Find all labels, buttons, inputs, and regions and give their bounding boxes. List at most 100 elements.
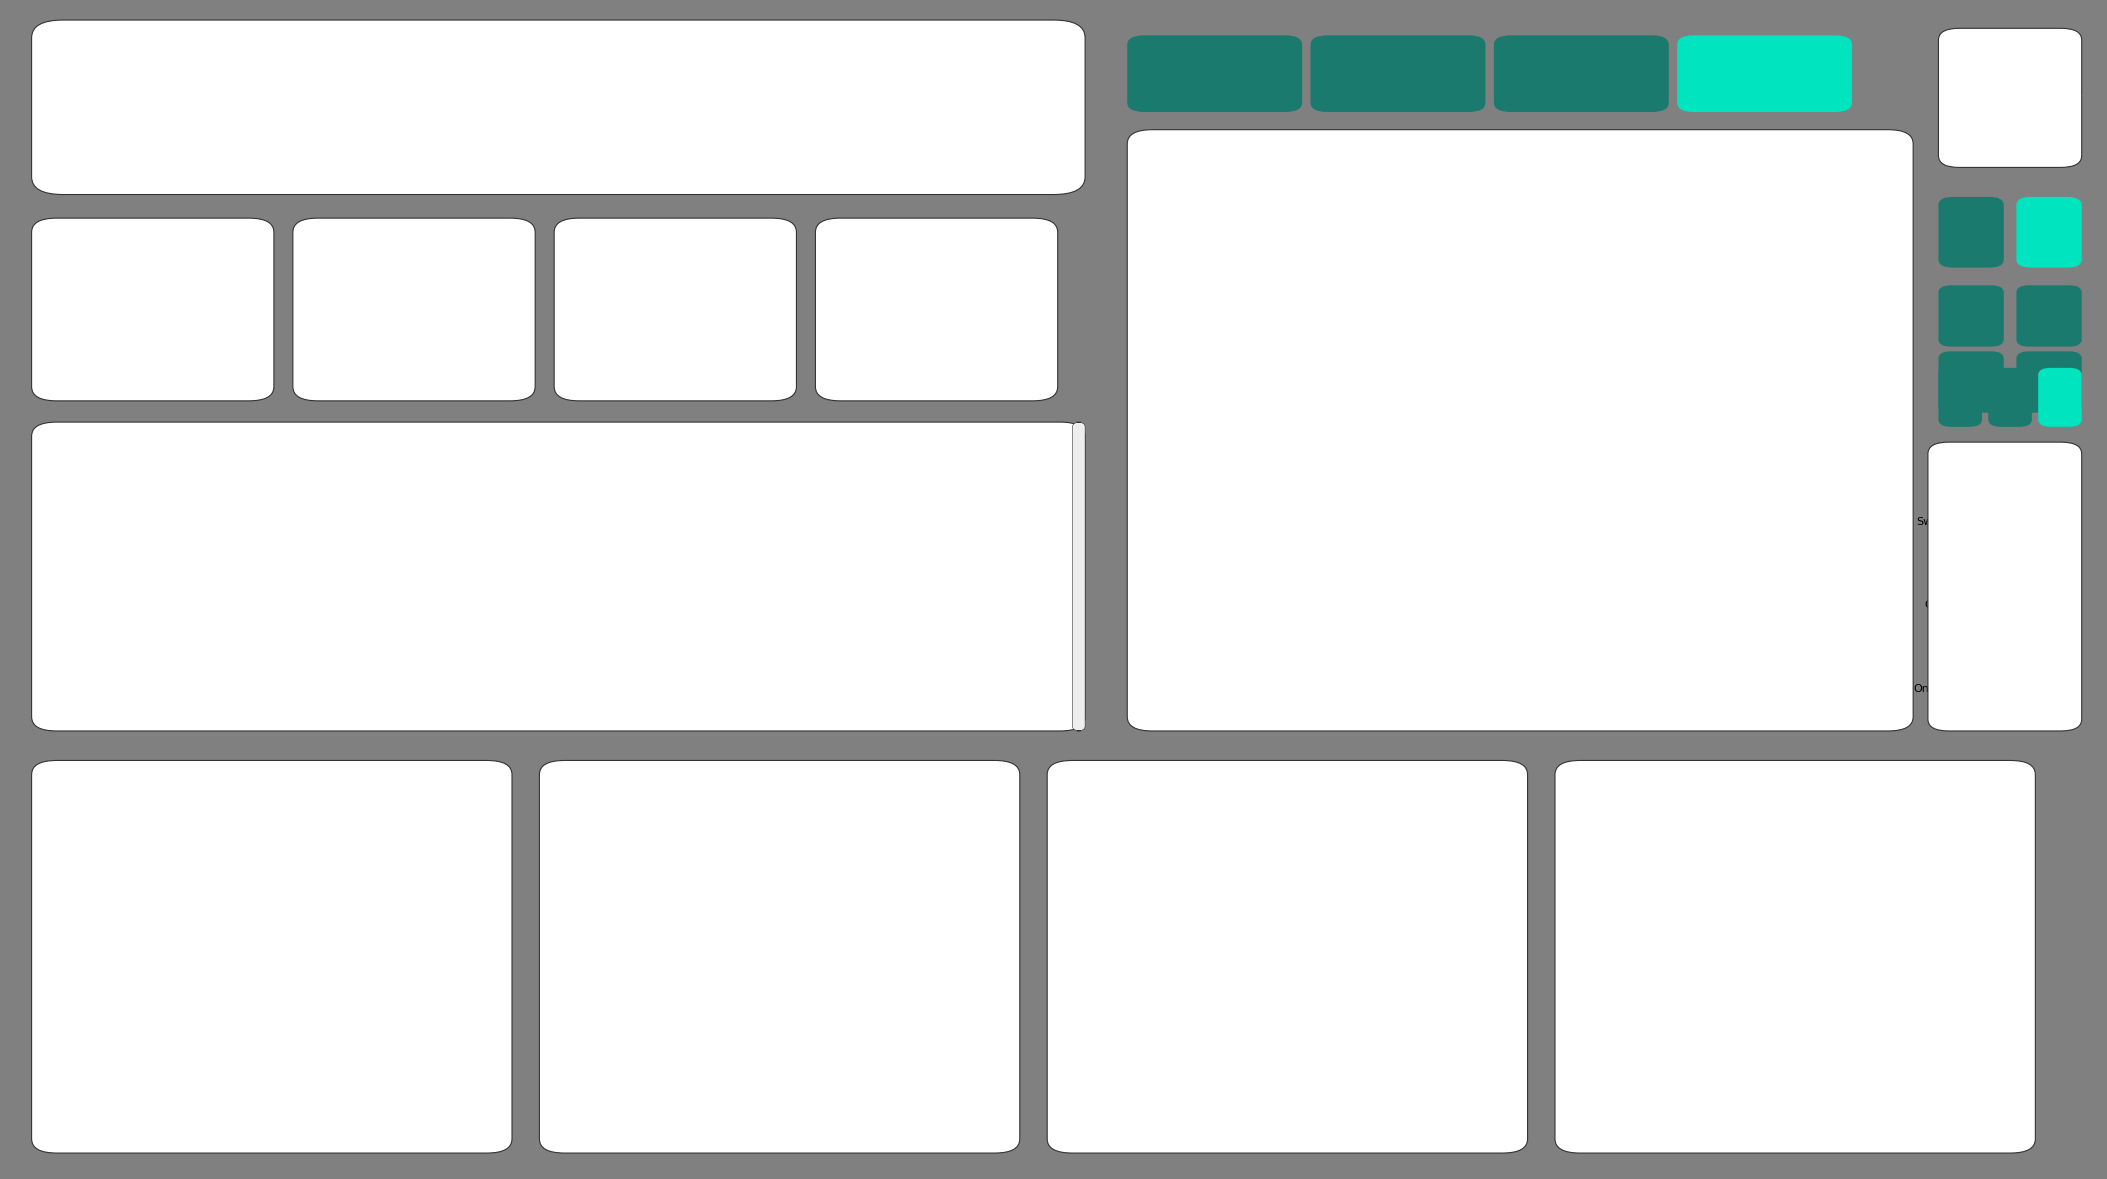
Text: 6614173: 6614173 [843, 644, 889, 654]
Text: F: F [1966, 223, 1976, 242]
Text: Q4: Q4 [1203, 66, 1226, 81]
Bar [175, 996, 322, 1025]
Text: 953314: 953314 [592, 499, 632, 509]
Text: 45533021: 45533021 [575, 702, 632, 711]
Bar [1566, 286, 1658, 690]
Text: 23M: 23M [919, 854, 944, 864]
Text: Grocery: Grocery [137, 1006, 179, 1015]
Text: card_category: card_category [46, 442, 131, 453]
Text: week_start_date: week_start_date [1949, 45, 2042, 55]
Text: Enterta...: Enterta... [129, 903, 179, 913]
Text: Blue: Blue [1960, 377, 1983, 387]
Text: Gold: Gold [46, 547, 70, 558]
Text: 4M: 4M [1970, 683, 1987, 693]
Text: ∨: ∨ [2061, 98, 2071, 111]
Text: 11M: 11M [799, 904, 826, 915]
Text: 14.2M: 14.2M [1593, 270, 1629, 281]
Text: 384755: 384755 [849, 547, 889, 558]
Text: Amount: Amount [645, 256, 706, 271]
Bar [1960, 584, 1995, 625]
Text: 5M: 5M [1262, 1106, 1281, 1117]
Bar [1397, 297, 1490, 690]
Text: 164.2K: 164.2K [1378, 567, 1416, 577]
Text: 45.5M: 45.5M [617, 324, 733, 357]
Text: 2091362: 2091362 [586, 547, 632, 558]
Text: Travel: Travel [147, 1108, 179, 1118]
Text: 1M: 1M [1711, 1099, 1730, 1108]
Bar [683, 1098, 704, 1125]
Text: 7982480: 7982480 [839, 702, 889, 711]
Text: Selfem...: Selfem... [1146, 955, 1195, 964]
Bar [1190, 896, 1319, 923]
Text: Q1: Q1 [1753, 66, 1776, 81]
Text: Unknown: Unknown [636, 955, 687, 964]
Text: Low: Low [1949, 393, 1972, 402]
Text: Silver: Silver [1671, 942, 1702, 951]
Bar [683, 996, 763, 1025]
Text: 4647596: 4647596 [586, 595, 632, 606]
Text: 9M: 9M [1313, 955, 1332, 964]
Bar [1960, 500, 2035, 541]
Text: 173.2K: 173.2K [1808, 277, 1844, 286]
Text: 8.0M: 8.0M [369, 324, 459, 357]
Text: Uneducа...: Uneducа... [628, 1006, 687, 1015]
Text: Revenue by Expenditure type: Revenue by Expenditure type [156, 784, 388, 798]
Text: Sum of total_trans_ct: Sum of total_trans_ct [1443, 179, 1563, 191]
Text: Food: Food [154, 1058, 179, 1067]
Text: Count: Count [914, 256, 959, 271]
Text: 10M: 10M [346, 955, 373, 964]
Text: 6M: 6M [1734, 941, 1753, 950]
Text: 13.8M: 13.8M [1426, 282, 1462, 291]
Text: Platinum: Platinum [2025, 377, 2073, 387]
Text: Sum of Revenue: Sum of Revenue [259, 442, 354, 452]
Bar [1960, 667, 1968, 709]
Text: High: High [2048, 393, 2073, 402]
Text: 9M: 9M [329, 1006, 348, 1015]
Text: ∨: ∨ [2061, 45, 2071, 58]
Text: White-c...: White-c... [1142, 903, 1195, 913]
Text: Platinum: Platinum [46, 499, 93, 509]
Text: Fuel: Fuel [158, 955, 179, 964]
Text: QTR Revenue and Total transaction count: QTR Revenue and Total transaction count [1153, 143, 1479, 157]
Text: Credit Card Transaction Report: Credit Card Transaction Report [219, 88, 898, 126]
Text: 161629: 161629 [849, 499, 889, 509]
Text: M: M [2040, 223, 2059, 242]
Text: Silver: Silver [46, 595, 76, 606]
Text: 163.3K: 163.3K [1212, 595, 1247, 606]
Text: 2M: 2M [710, 1106, 729, 1117]
Text: 14M: 14M [411, 854, 438, 864]
Text: 1135608: 1135608 [308, 499, 354, 509]
Y-axis label: Sum of total_trans_ct: Sum of total_trans_ct [1901, 389, 1911, 507]
Text: Total Interest: Total Interest [365, 256, 464, 271]
Bar [1190, 946, 1306, 974]
Bar [1230, 291, 1323, 690]
Bar [1190, 996, 1294, 1025]
Text: 3M: 3M [721, 1055, 740, 1066]
Text: Q2: Q2 [1570, 66, 1593, 81]
Text: Sum of Revenue: Sum of Revenue [1199, 180, 1292, 190]
Bar [175, 845, 405, 872]
Text: Revenue by Card type: Revenue by Card type [1709, 784, 1882, 798]
Text: Gold: Gold [1957, 311, 1985, 321]
Text: 47M: 47M [1934, 862, 1962, 871]
Text: Post-Gra...: Post-Gra... [630, 1058, 687, 1067]
Bar [683, 845, 912, 872]
Text: All: All [1949, 98, 1966, 111]
Text: Retirees: Retirees [1150, 1108, 1195, 1118]
Text: 18M: 18M [1426, 854, 1454, 864]
Bar [1732, 277, 1825, 690]
Bar [1698, 1081, 1705, 1125]
Text: Platinum: Platinum [1654, 1095, 1702, 1106]
Bar [1190, 1047, 1281, 1074]
Text: 17M: 17M [1997, 599, 2021, 610]
Text: Silver: Silver [2033, 311, 2065, 321]
Bar [683, 896, 792, 923]
Text: 56517011: 56517011 [297, 702, 354, 711]
Text: 36M: 36M [2037, 515, 2061, 526]
Text: 3M: 3M [1721, 1020, 1738, 1029]
Text: 10M: 10M [1325, 904, 1351, 915]
Text: Blue: Blue [1679, 864, 1702, 875]
Text: 56.5M: 56.5M [95, 324, 211, 357]
Text: 5659109: 5659109 [308, 595, 354, 606]
Text: 9M: 9M [780, 955, 799, 964]
